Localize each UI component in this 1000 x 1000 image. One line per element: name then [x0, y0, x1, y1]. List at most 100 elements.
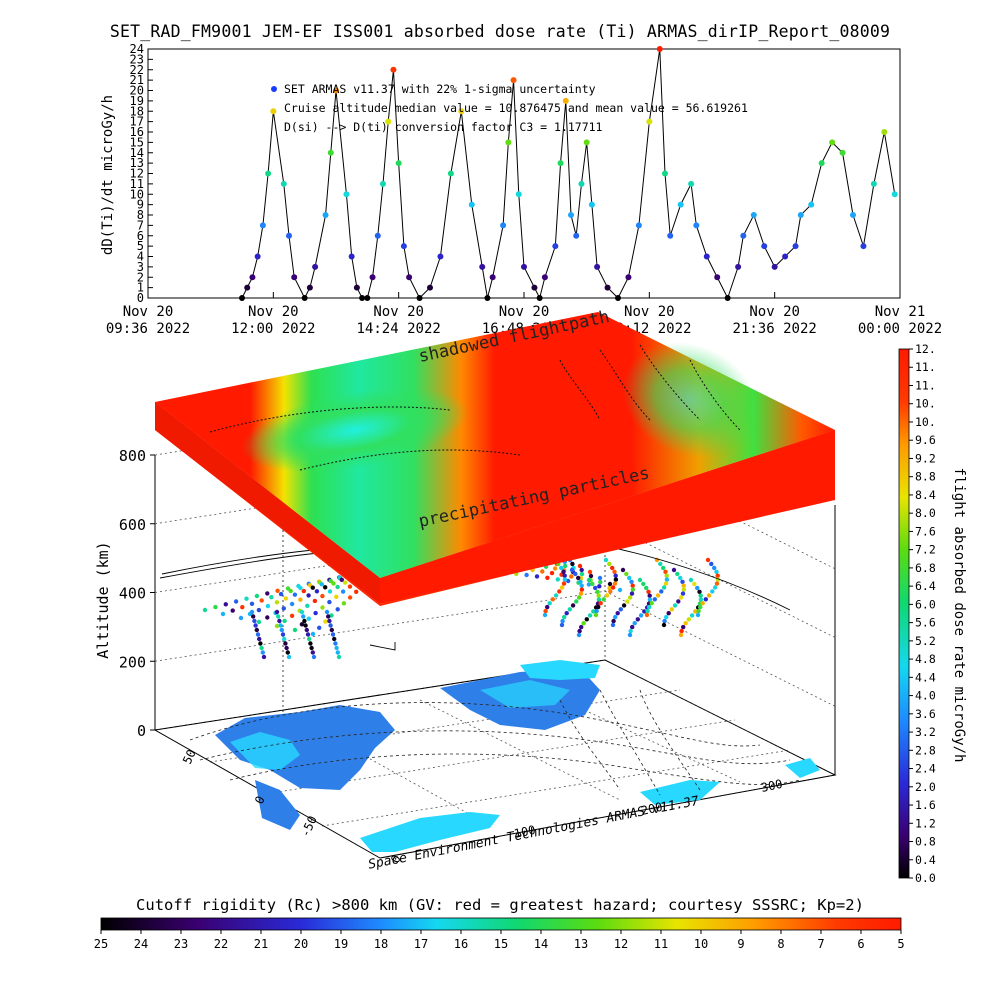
orbit-dot: [283, 596, 289, 601]
series-point: [239, 295, 245, 301]
orbit-dot-vertical: [613, 577, 619, 582]
orbit-dot-vertical: [661, 565, 666, 571]
orbit-dot: [343, 580, 348, 585]
orbit-dot-vertical: [714, 581, 720, 586]
series-point: [818, 160, 825, 167]
series-point: [286, 232, 292, 239]
orbit-dot-descent: [276, 614, 281, 619]
rigidity-tick-label: 14: [534, 937, 548, 951]
orbit-dot-vertical: [545, 604, 550, 610]
series-point: [562, 97, 569, 104]
orbit-dot: [617, 587, 623, 593]
orbit-dot-descent: [309, 645, 314, 651]
rigidity-tick-label: 23: [174, 937, 188, 951]
rigidity-colorbar: 25 24 23 22 21 20 19 18 17 16 15 14 13 12 11 10 9 8 7 6 5: [94, 917, 905, 951]
orbit-dot-vertical: [706, 593, 712, 598]
series-point: [552, 243, 559, 250]
alt-tick-label: 0: [137, 722, 146, 740]
series-point: [301, 295, 308, 301]
orbit-dot: [274, 623, 280, 629]
orbit-dot: [289, 613, 295, 618]
orbit-dot-vertical: [658, 561, 663, 567]
altitude-axis-label: Altitude (km): [94, 541, 112, 658]
orbit-dot: [223, 602, 228, 607]
orbit-dot-descent: [283, 641, 288, 646]
series-point: [646, 118, 653, 125]
rigidity-tick-label: 5: [897, 937, 904, 951]
orbit-dot-descent: [252, 618, 257, 624]
orbit-dot-descent: [257, 636, 262, 642]
series-point: [881, 129, 888, 135]
series-point: [359, 295, 366, 301]
series-point: [662, 170, 668, 177]
timeseries-panel: 0123456789101112131415161718192021222324…: [100, 42, 942, 337]
orbit-dot-vertical: [700, 601, 705, 606]
series-point: [688, 180, 695, 187]
land-islands: [785, 758, 820, 778]
orbit-dot-vertical: [666, 611, 671, 616]
alt-tick-label: 800: [119, 447, 146, 465]
series-point: [364, 295, 371, 301]
series-point: [259, 222, 266, 229]
series-point: [447, 170, 454, 177]
orbit-dot-vertical: [596, 604, 601, 610]
orbit-dot-vertical: [613, 573, 618, 578]
dose-tick-label: 2.8: [915, 743, 936, 757]
orbit-dot-descent: [254, 627, 259, 633]
dose-tick-label: 0.4: [915, 853, 936, 867]
dose-tick-label: 11.: [915, 378, 936, 392]
orbit-dot-vertical: [550, 597, 555, 602]
rigidity-tick-label: 24: [134, 937, 148, 951]
series-point: [573, 232, 580, 239]
rigidity-tick-label: 25: [94, 937, 108, 951]
series-point: [531, 284, 538, 291]
orbit-dot-vertical: [692, 581, 697, 587]
series-point: [510, 77, 517, 84]
orbit-dot: [288, 588, 293, 594]
land-africa: [255, 780, 300, 830]
orbit-dot: [292, 592, 298, 597]
series-point: [515, 191, 522, 198]
orbit-dot: [327, 599, 332, 605]
orbit-dot: [320, 605, 325, 610]
series-point: [724, 295, 731, 301]
orbit-dot-vertical: [553, 593, 559, 598]
series-point: [761, 243, 768, 250]
series-point: [505, 139, 512, 146]
series-point: [380, 180, 386, 187]
orbit-dot: [256, 607, 262, 613]
series-point: [306, 284, 313, 291]
orbit-dot: [314, 589, 320, 594]
orbit-dot: [244, 596, 249, 601]
x-tick-label-date: Nov 20: [373, 304, 424, 320]
orbit-dot-vertical: [678, 575, 683, 581]
orbit-dot: [331, 581, 336, 586]
y-tick-label: 8: [137, 208, 144, 222]
orbit-dot: [347, 584, 353, 589]
orbit-dot: [278, 591, 284, 597]
rigidity-tick-label: 9: [737, 937, 744, 951]
rigidity-tick-label: 10: [694, 937, 708, 951]
y-tick-label: 12: [130, 167, 144, 181]
y-tick-label: 2: [137, 270, 144, 284]
orbit-dot: [306, 616, 311, 621]
y-tick-label: 20: [130, 84, 144, 98]
dose-tick-label: 6.8: [915, 561, 936, 575]
plane-front-face: [155, 402, 380, 604]
orbit-dot-vertical: [579, 624, 584, 630]
y-tick-label: 0: [137, 291, 144, 305]
orbit-dot-vertical: [698, 593, 703, 598]
dose-tick-label: 3.6: [915, 707, 936, 721]
orbit-dot: [298, 597, 303, 602]
land-south-america: [640, 780, 720, 805]
dose-tick-label: 0.0: [915, 871, 936, 885]
orbit-dot-vertical: [705, 557, 711, 563]
series-point: [312, 263, 319, 270]
orbit-dot-vertical: [628, 628, 633, 634]
orbit-dot-descent: [336, 654, 342, 660]
rigidity-tick-label: 21: [254, 937, 268, 951]
orbit-dot-vertical: [644, 612, 650, 618]
orbit-dot: [540, 569, 545, 574]
series-point: [541, 274, 548, 281]
series-point: [327, 149, 334, 156]
